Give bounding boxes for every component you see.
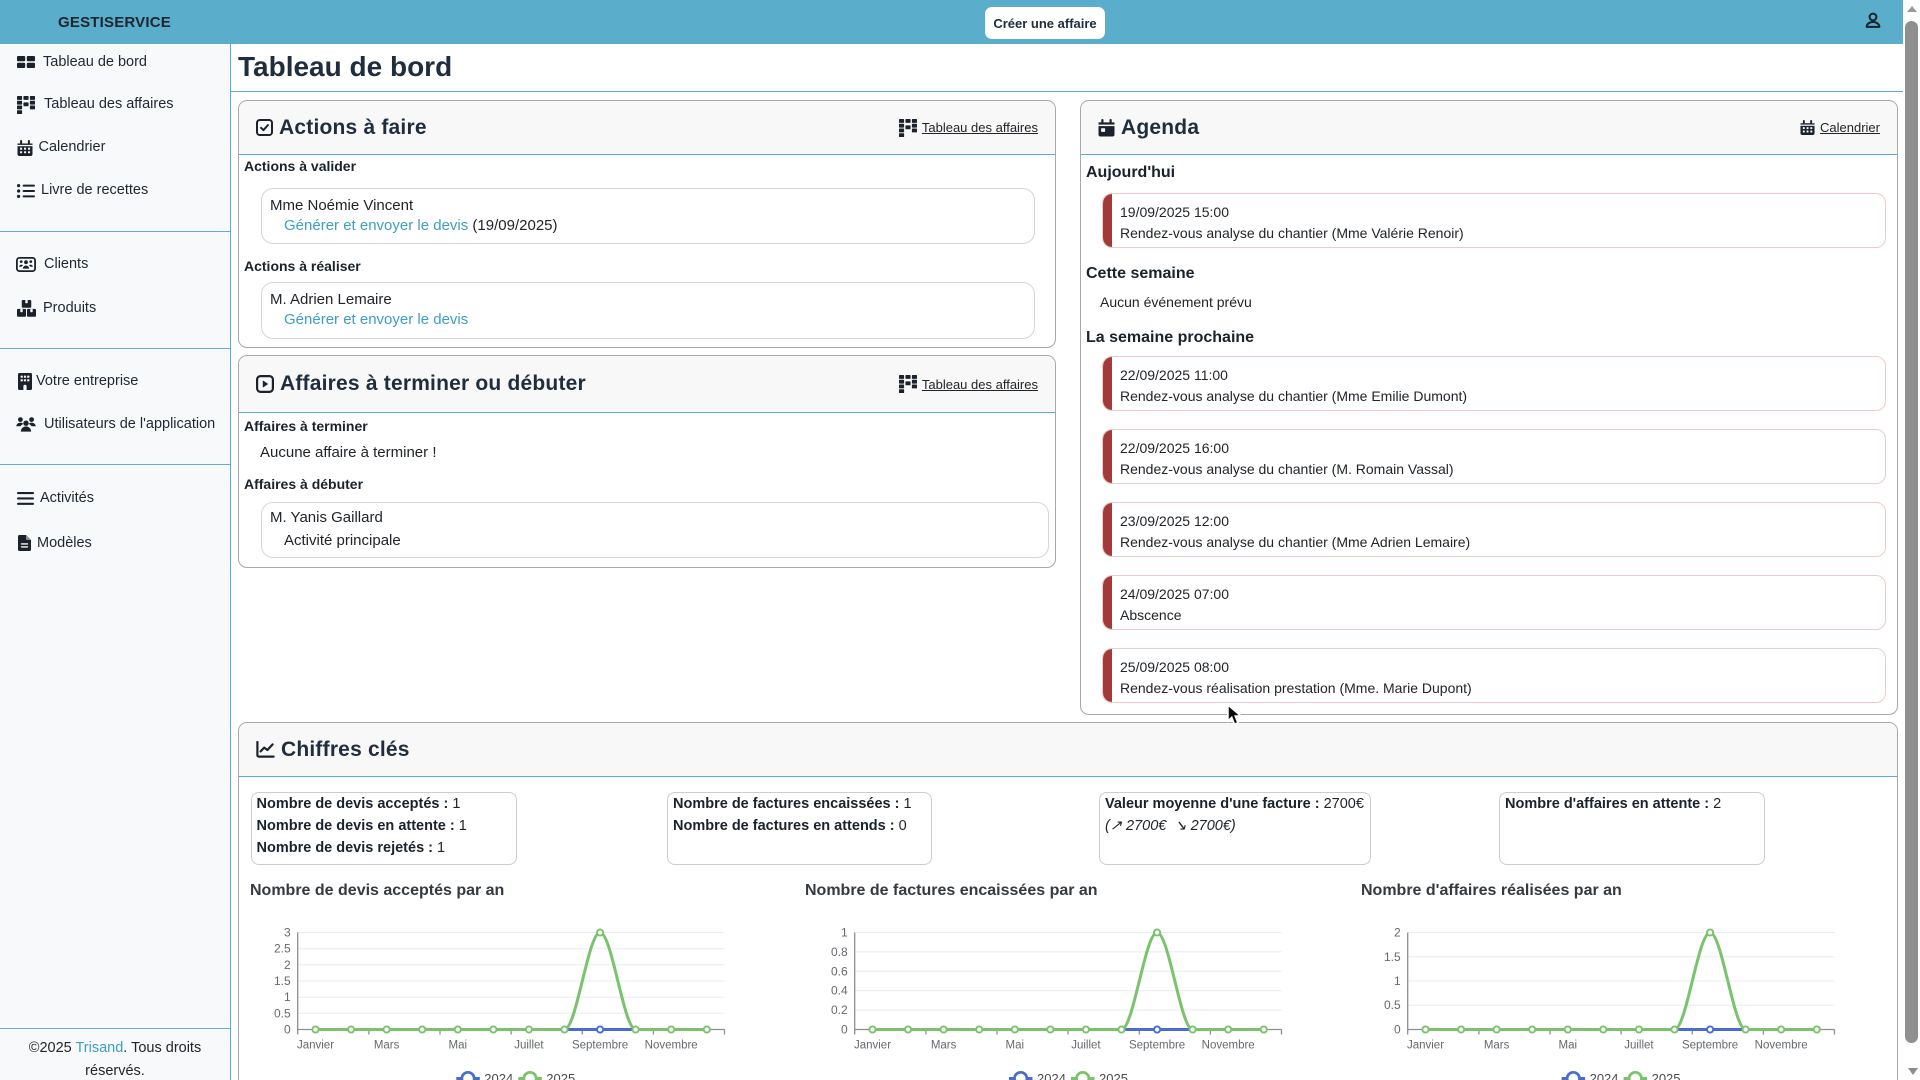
svg-text:0.6: 0.6 [831,964,848,978]
svg-text:2024: 2024 [1590,1071,1619,1080]
svg-text:2025: 2025 [546,1071,575,1080]
svg-text:0.4: 0.4 [831,984,848,998]
svg-text:2024: 2024 [484,1071,513,1080]
svg-text:Mai: Mai [1006,1040,1025,1052]
svg-text:Mars: Mars [931,1040,957,1052]
svg-text:3: 3 [284,926,291,940]
svg-text:0.2: 0.2 [831,1003,848,1017]
svg-text:Mai: Mai [449,1040,468,1052]
svg-text:Novembre: Novembre [1755,1040,1808,1052]
svg-text:Janvier: Janvier [1407,1040,1444,1052]
svg-text:Septembre: Septembre [572,1040,628,1052]
svg-text:0: 0 [841,1023,848,1037]
svg-text:Mars: Mars [1484,1040,1510,1052]
svg-text:1.5: 1.5 [274,974,291,988]
svg-text:2: 2 [284,958,291,972]
svg-text:1.5: 1.5 [1384,950,1401,964]
svg-text:0.5: 0.5 [274,1006,291,1020]
svg-text:Novembre: Novembre [1202,1040,1255,1052]
svg-text:2: 2 [1394,926,1401,940]
svg-text:Mai: Mai [1559,1040,1578,1052]
svg-text:Juillet: Juillet [514,1040,544,1052]
svg-text:Juillet: Juillet [1624,1040,1654,1052]
svg-text:2025: 2025 [1652,1071,1681,1080]
svg-text:Septembre: Septembre [1682,1040,1738,1052]
svg-text:2025: 2025 [1099,1071,1128,1080]
svg-text:0: 0 [284,1023,291,1037]
svg-text:0.5: 0.5 [1384,998,1401,1012]
svg-text:0: 0 [1394,1023,1401,1037]
svg-text:Juillet: Juillet [1071,1040,1101,1052]
svg-text:2024: 2024 [1037,1071,1066,1080]
svg-text:0.8: 0.8 [831,945,848,959]
svg-text:2.5: 2.5 [274,942,291,956]
svg-text:1: 1 [284,990,291,1004]
svg-text:1: 1 [841,926,848,940]
svg-text:1: 1 [1394,974,1401,988]
svg-text:Novembre: Novembre [645,1040,698,1052]
svg-text:Janvier: Janvier [297,1040,334,1052]
svg-text:Septembre: Septembre [1129,1040,1185,1052]
svg-text:Mars: Mars [374,1040,400,1052]
svg-text:Janvier: Janvier [854,1040,891,1052]
